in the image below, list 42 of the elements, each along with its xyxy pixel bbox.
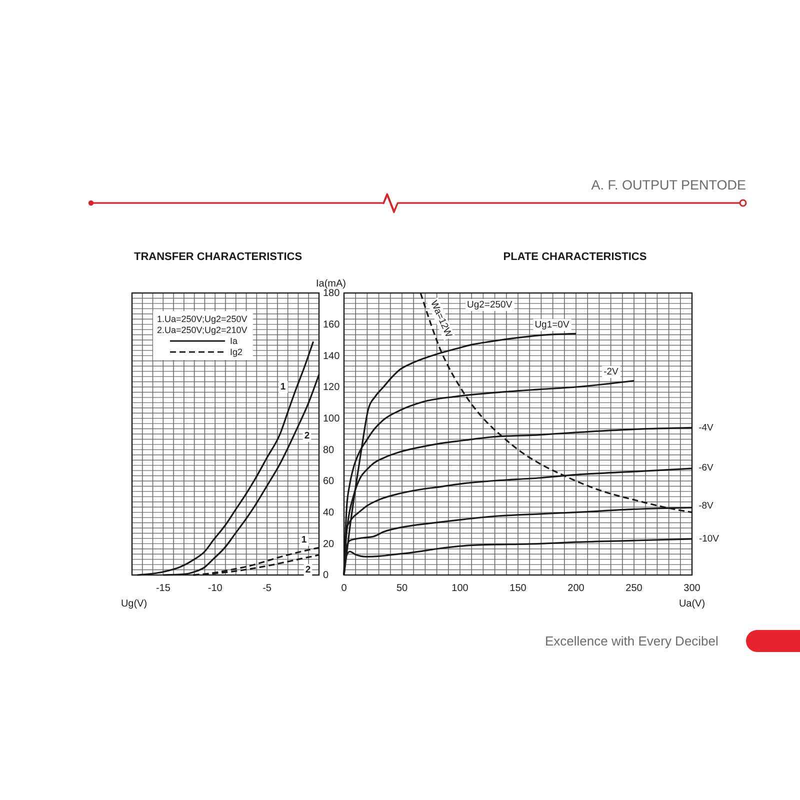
series-label: -8V	[698, 500, 714, 512]
chart-title: TRANSFER CHARACTERISTICS	[134, 251, 302, 263]
y-tick-label: 160	[323, 320, 340, 331]
series-label: Ug1=0V	[534, 320, 570, 330]
series-label: -4V	[698, 422, 714, 434]
x-axis-title: Ua(V)	[678, 598, 706, 610]
annotation: 1.Ua=250V;Ug2=250V	[157, 314, 248, 324]
chart-title: PLATE CHARACTERISTICS	[503, 251, 647, 263]
series-label: -2V	[604, 366, 620, 378]
x-axis-title: Ug(V)	[120, 598, 148, 610]
y-tick-label: 20	[323, 538, 335, 550]
x-tick-label: 250	[626, 583, 643, 594]
series-label: 2	[304, 430, 310, 442]
annotation: Ig2	[230, 347, 243, 357]
series-label: 1	[280, 382, 286, 392]
x-tick-label: 300	[684, 583, 701, 594]
text: A. F. OUTPUT PENTODE	[591, 178, 746, 192]
series-label: -6V	[698, 462, 714, 474]
x-tick-label: -5	[262, 583, 272, 594]
series-label: 2	[305, 564, 311, 576]
annotation: 2.Ua=250V;Ug2=210V	[157, 325, 248, 335]
x-tick-label: 150	[510, 583, 527, 594]
y-axis-title: Ia(mA)	[316, 278, 346, 290]
x-tick-label: 50	[396, 583, 408, 594]
text: Excellence with Every Decibel	[545, 634, 719, 648]
y-tick-label: 60	[323, 476, 335, 488]
y-tick-label: 100	[323, 414, 340, 425]
annotation: Ia	[230, 336, 238, 346]
series-label: 1	[301, 534, 308, 546]
x-tick-label: 200	[568, 583, 585, 594]
x-tick-label: -15	[156, 583, 171, 594]
annotation: Ug2=250V	[467, 300, 513, 310]
series-label: -10V	[698, 534, 720, 544]
y-tick-label: 40	[323, 508, 335, 519]
y-tick-label: 80	[323, 444, 335, 456]
y-tick-label: 140	[323, 350, 340, 362]
x-tick-label: -10	[208, 583, 223, 594]
y-tick-label: 180	[323, 288, 340, 300]
x-tick-label: 0	[341, 583, 348, 594]
y-tick-label: 120	[323, 382, 340, 394]
x-tick-label: 100	[452, 583, 469, 594]
y-tick-label: 0	[323, 570, 329, 582]
